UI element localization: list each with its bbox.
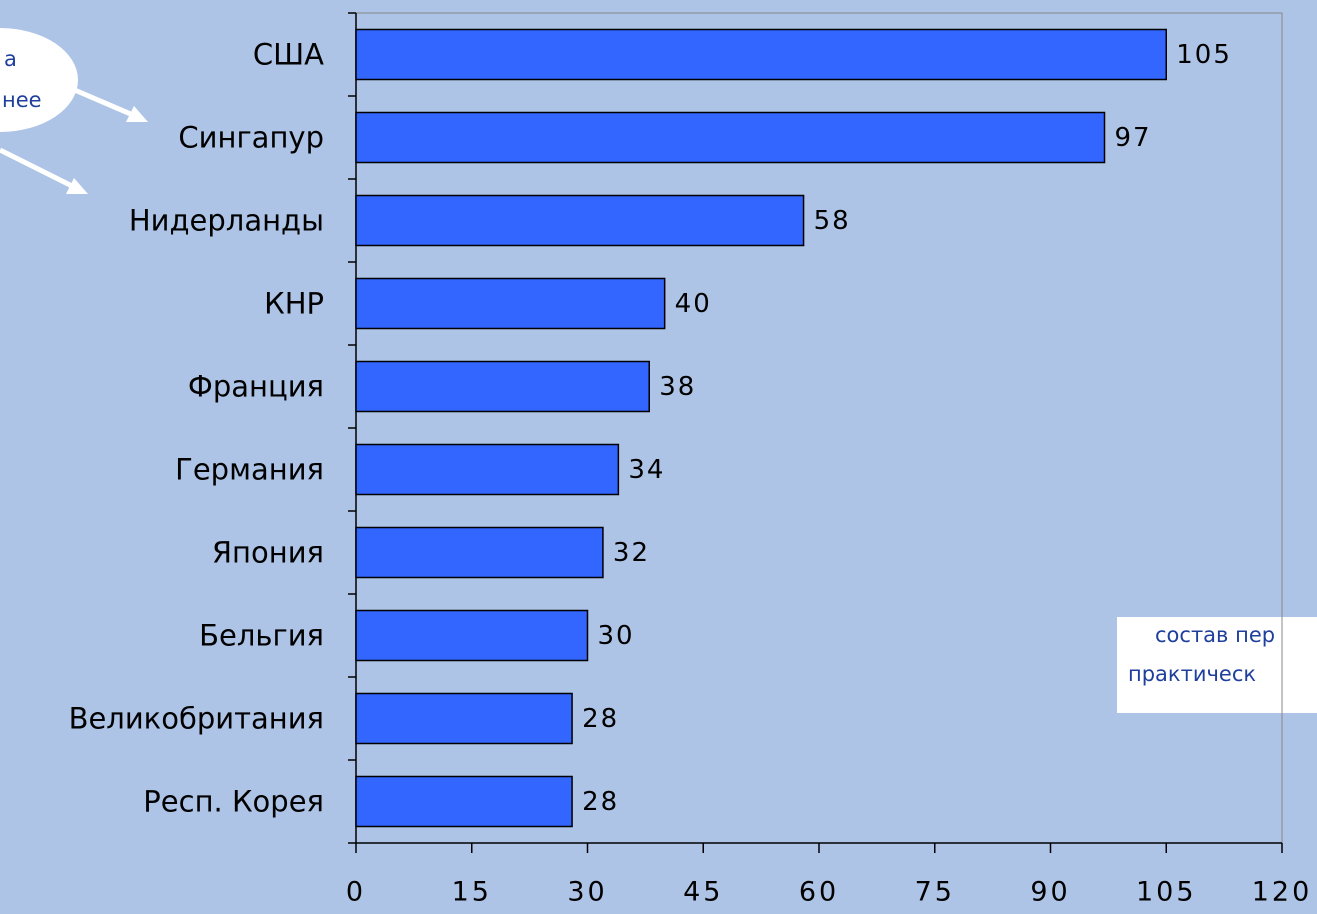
bar	[355, 692, 573, 745]
y-tick-label: Нидерланды	[129, 204, 324, 238]
x-tick-label: 75	[915, 877, 955, 908]
x-tick-label: 90	[1030, 877, 1070, 908]
x-tick-label: 45	[683, 877, 723, 908]
bar	[355, 28, 1167, 81]
callout-ellipse	[0, 28, 78, 132]
value-label: 105	[1176, 40, 1232, 70]
value-label: 30	[598, 621, 635, 651]
bar	[355, 526, 604, 579]
value-label: 38	[659, 372, 696, 402]
y-tick-label: Великобритания	[69, 702, 324, 736]
bar	[355, 277, 666, 330]
bar	[355, 609, 589, 662]
y-tick-label: Респ. Корея	[143, 785, 324, 819]
arrow	[0, 147, 82, 193]
y-tick-label: Германия	[175, 453, 324, 487]
y-tick-label: КНР	[264, 287, 324, 321]
arrow-head	[126, 106, 148, 122]
value-label: 97	[1115, 123, 1152, 153]
value-label: 58	[814, 206, 851, 236]
x-tick-label: 30	[567, 877, 607, 908]
y-tick-label: Сингапур	[178, 121, 324, 155]
value-label: 28	[582, 704, 619, 734]
value-label: 28	[582, 787, 619, 817]
annotation: состав пер	[1155, 623, 1275, 647]
x-tick-label: 15	[452, 877, 492, 908]
bar	[355, 775, 573, 828]
y-tick-label: Франция	[188, 370, 324, 404]
bar	[355, 194, 805, 247]
annotation: нее	[2, 88, 42, 112]
x-tick-label: 0	[346, 877, 366, 908]
note-box	[1117, 617, 1317, 713]
value-label: 34	[628, 455, 665, 485]
bar	[355, 111, 1106, 164]
y-tick-label: США	[253, 38, 324, 72]
arrow-head	[66, 178, 88, 194]
x-tick-label: 120	[1252, 877, 1313, 908]
bar	[355, 360, 650, 413]
value-label: 40	[675, 289, 712, 319]
bar	[355, 443, 620, 496]
x-tick-label: 60	[799, 877, 839, 908]
y-tick-label: Япония	[212, 536, 324, 570]
x-tick-label: 105	[1136, 877, 1197, 908]
annotation: практическ	[1128, 662, 1256, 686]
y-tick-label: Бельгия	[199, 619, 324, 653]
annotation: а	[4, 47, 17, 71]
arrow	[69, 85, 141, 121]
value-label: 32	[613, 538, 650, 568]
